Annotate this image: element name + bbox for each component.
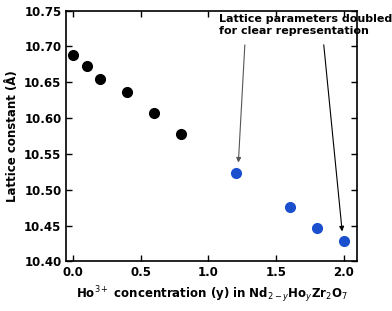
Point — [178, 131, 185, 136]
Y-axis label: Lattice constant (Å): Lattice constant (Å) — [5, 70, 18, 202]
Point — [287, 204, 293, 209]
Point — [314, 225, 320, 230]
Point — [151, 111, 158, 116]
Point — [70, 53, 76, 58]
Point — [97, 76, 103, 81]
Point — [124, 89, 131, 94]
Point — [232, 170, 239, 175]
Point — [341, 239, 347, 244]
Point — [83, 64, 90, 69]
Text: Lattice parameters doubled
for clear representation: Lattice parameters doubled for clear rep… — [219, 14, 392, 36]
X-axis label: Ho$^{3+}$ concentration (y) in Nd$_{2-y}$Ho$_{y}$Zr$_{2}$O$_{7}$: Ho$^{3+}$ concentration (y) in Nd$_{2-y}… — [76, 285, 348, 305]
